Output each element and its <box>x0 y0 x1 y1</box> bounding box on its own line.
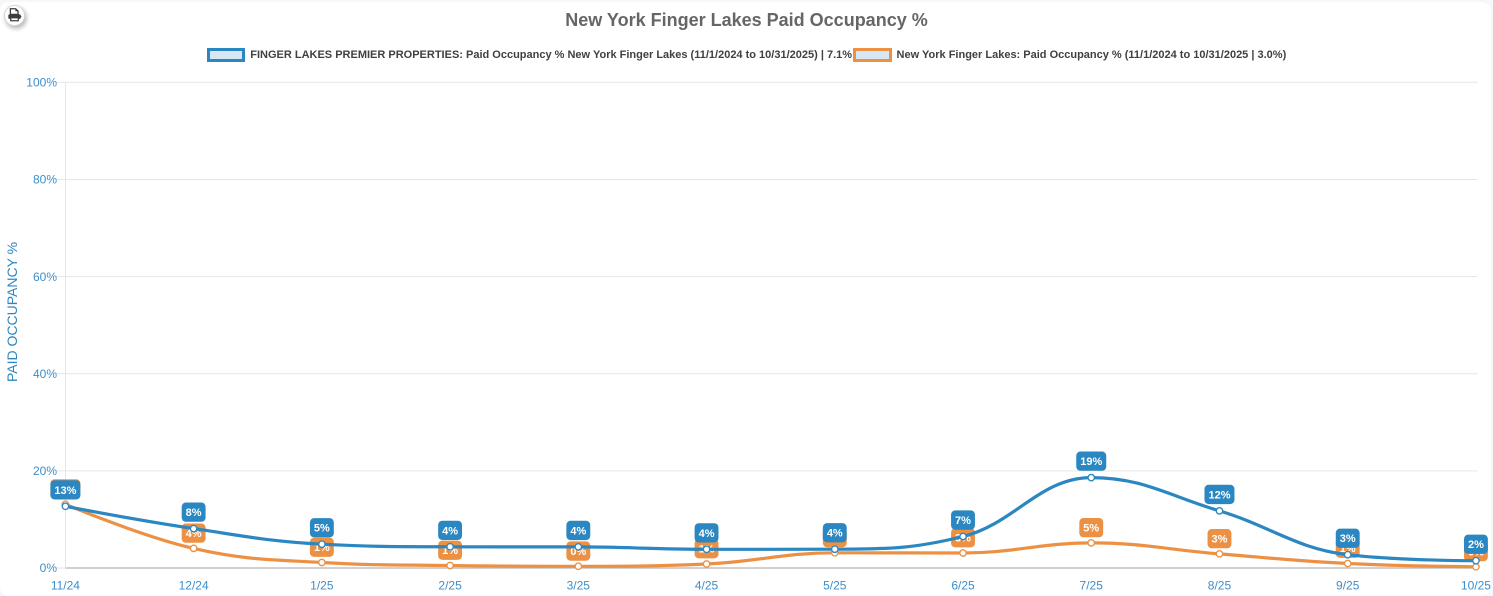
svg-text:0%: 0% <box>40 561 58 575</box>
svg-text:4%: 4% <box>186 528 202 540</box>
svg-text:4%: 4% <box>699 528 715 540</box>
svg-text:5%: 5% <box>314 523 330 535</box>
svg-text:2%: 2% <box>1468 539 1484 551</box>
svg-text:5%: 5% <box>1083 523 1099 535</box>
svg-text:4%: 4% <box>570 525 586 537</box>
svg-text:12/24: 12/24 <box>179 578 209 592</box>
svg-text:5/25: 5/25 <box>823 578 847 592</box>
svg-text:1/25: 1/25 <box>310 578 334 592</box>
svg-text:60%: 60% <box>33 270 57 284</box>
svg-text:4%: 4% <box>442 525 458 537</box>
svg-text:6/25: 6/25 <box>951 578 975 592</box>
svg-text:7%: 7% <box>955 515 971 527</box>
svg-text:3%: 3% <box>1212 534 1228 546</box>
svg-text:10/25: 10/25 <box>1461 578 1491 592</box>
svg-text:9/25: 9/25 <box>1336 578 1360 592</box>
svg-text:7/25: 7/25 <box>1080 578 1104 592</box>
svg-text:PAID OCCUPANCY %: PAID OCCUPANCY % <box>4 242 20 382</box>
svg-text:20%: 20% <box>33 464 57 478</box>
svg-text:0%: 0% <box>570 546 586 558</box>
svg-text:12%: 12% <box>1208 489 1230 501</box>
svg-text:100%: 100% <box>26 76 57 90</box>
svg-text:80%: 80% <box>33 173 57 187</box>
svg-text:40%: 40% <box>33 367 57 381</box>
svg-text:8/25: 8/25 <box>1208 578 1232 592</box>
svg-text:3/25: 3/25 <box>567 578 591 592</box>
svg-text:8%: 8% <box>186 507 202 519</box>
svg-text:2/25: 2/25 <box>438 578 462 592</box>
svg-text:13%: 13% <box>54 485 76 497</box>
svg-text:3%: 3% <box>1340 533 1356 545</box>
svg-text:4/25: 4/25 <box>695 578 719 592</box>
svg-text:19%: 19% <box>1080 456 1102 468</box>
svg-text:11/24: 11/24 <box>51 578 80 592</box>
svg-text:4%: 4% <box>827 528 843 540</box>
